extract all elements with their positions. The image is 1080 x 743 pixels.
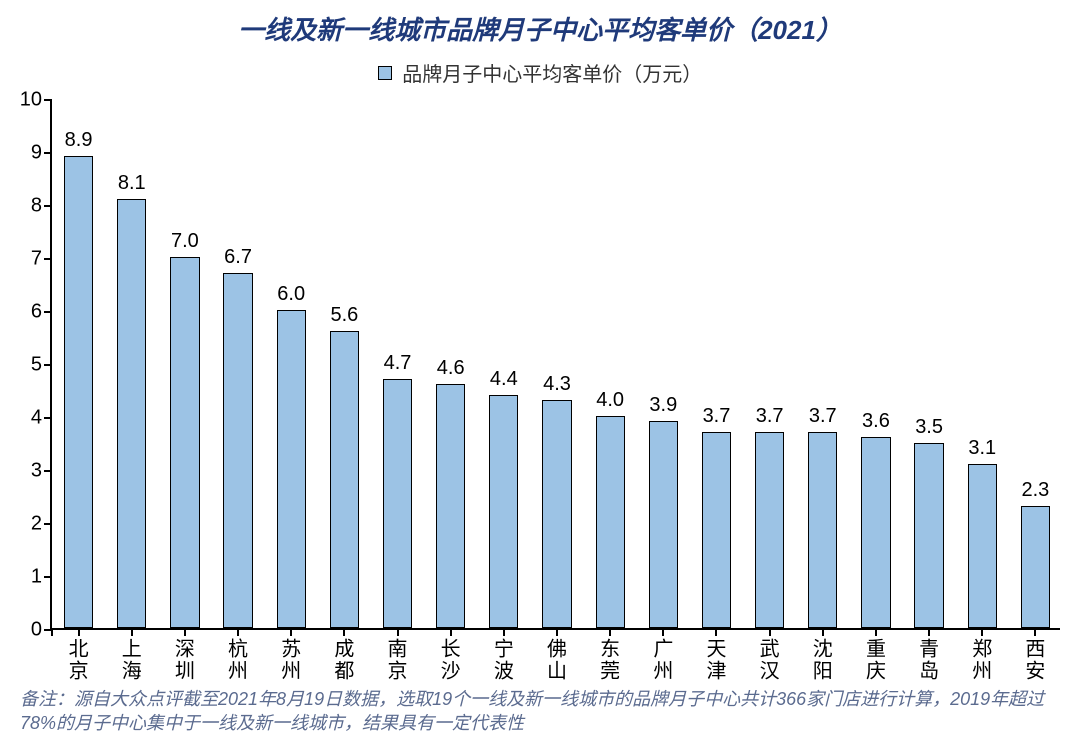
bar-value-label: 7.0 xyxy=(171,230,199,253)
bar xyxy=(223,273,252,628)
bar-value-label: 4.4 xyxy=(490,368,518,391)
bar-value-label: 3.6 xyxy=(862,410,890,433)
x-axis-label: 深圳 xyxy=(168,638,197,682)
y-tick xyxy=(44,99,52,101)
y-tick-label: 10 xyxy=(12,89,42,112)
y-tick xyxy=(44,258,52,260)
bar xyxy=(489,395,518,628)
bar xyxy=(755,432,784,628)
bar-value-label: 3.1 xyxy=(968,437,996,460)
chart-title: 一线及新一线城市品牌月子中心平均客单价（2021） xyxy=(0,10,1080,47)
x-axis-label: 杭州 xyxy=(222,638,251,682)
bar xyxy=(861,437,890,628)
bar xyxy=(596,416,625,628)
bar xyxy=(808,432,837,628)
bar xyxy=(542,400,571,628)
y-tick-label: 7 xyxy=(12,248,42,271)
x-axis-label: 重庆 xyxy=(859,638,888,682)
bar xyxy=(277,310,306,628)
bar-value-label: 3.9 xyxy=(649,394,677,417)
bar-value-label: 4.6 xyxy=(437,357,465,380)
bar xyxy=(436,384,465,628)
x-axis-label: 武汉 xyxy=(753,638,782,682)
bar-value-label: 3.7 xyxy=(703,405,731,428)
bar-value-label: 6.0 xyxy=(277,283,305,306)
bar-value-label: 8.1 xyxy=(118,172,146,195)
bar-value-label: 4.3 xyxy=(543,373,571,396)
legend-swatch xyxy=(378,66,392,80)
plot-area: 0123456789108.98.17.06.76.05.64.74.64.44… xyxy=(50,100,1060,630)
y-tick xyxy=(44,470,52,472)
bar xyxy=(1021,506,1050,628)
legend-label: 品牌月子中心平均客单价（万元） xyxy=(402,64,702,86)
y-tick-label: 4 xyxy=(12,407,42,430)
chart-container: 一线及新一线城市品牌月子中心平均客单价（2021） 品牌月子中心平均客单价（万元… xyxy=(0,0,1080,743)
bar-value-label: 3.5 xyxy=(915,416,943,439)
bar-value-label: 5.6 xyxy=(330,304,358,327)
bar-value-label: 2.3 xyxy=(1022,479,1050,502)
bar xyxy=(383,379,412,628)
chart-legend: 品牌月子中心平均客单价（万元） xyxy=(0,58,1080,87)
bar-value-label: 3.7 xyxy=(809,405,837,428)
bar xyxy=(330,331,359,628)
x-axis-label: 上海 xyxy=(115,638,144,682)
y-tick-label: 9 xyxy=(12,142,42,165)
y-tick-label: 8 xyxy=(12,195,42,218)
x-axis-label: 广州 xyxy=(647,638,676,682)
x-axis-label: 宁波 xyxy=(487,638,516,682)
y-tick xyxy=(44,152,52,154)
bar xyxy=(968,464,997,628)
x-axis-label: 青岛 xyxy=(913,638,942,682)
y-tick-label: 3 xyxy=(12,460,42,483)
y-tick xyxy=(44,523,52,525)
x-axis-label: 苏州 xyxy=(275,638,304,682)
bar xyxy=(117,199,146,628)
y-tick xyxy=(44,311,52,313)
y-tick-label: 0 xyxy=(12,619,42,642)
x-axis-label: 成都 xyxy=(328,638,357,682)
y-tick xyxy=(44,417,52,419)
y-tick-label: 1 xyxy=(12,566,42,589)
bar xyxy=(702,432,731,628)
x-axis-labels: 北京上海深圳杭州苏州成都南京长沙宁波佛山东莞广州天津武汉沈阳重庆青岛郑州西安 xyxy=(50,632,1060,692)
bar xyxy=(649,421,678,628)
bar-value-label: 4.0 xyxy=(596,389,624,412)
x-axis-label: 郑州 xyxy=(966,638,995,682)
bar-value-label: 6.7 xyxy=(224,246,252,269)
y-tick xyxy=(44,364,52,366)
x-axis-label: 沈阳 xyxy=(806,638,835,682)
y-tick xyxy=(44,205,52,207)
x-axis-label: 东莞 xyxy=(594,638,623,682)
bar xyxy=(64,156,93,628)
y-tick-label: 2 xyxy=(12,513,42,536)
bar-value-label: 4.7 xyxy=(384,352,412,375)
x-axis-label: 西安 xyxy=(1019,638,1048,682)
y-tick-label: 5 xyxy=(12,354,42,377)
footnote-text: 备注：源自大众点评截至2021年8月19日数据，选取19个一线及新一线城市的品牌… xyxy=(20,688,1060,735)
y-tick xyxy=(44,576,52,578)
bar-value-label: 8.9 xyxy=(65,129,93,152)
x-axis-label: 佛山 xyxy=(541,638,570,682)
bar xyxy=(170,257,199,628)
x-axis-label: 北京 xyxy=(62,638,91,682)
bar xyxy=(914,443,943,629)
x-axis-label: 天津 xyxy=(700,638,729,682)
bar-value-label: 3.7 xyxy=(756,405,784,428)
y-tick-label: 6 xyxy=(12,301,42,324)
x-axis-label: 南京 xyxy=(381,638,410,682)
x-axis-label: 长沙 xyxy=(434,638,463,682)
